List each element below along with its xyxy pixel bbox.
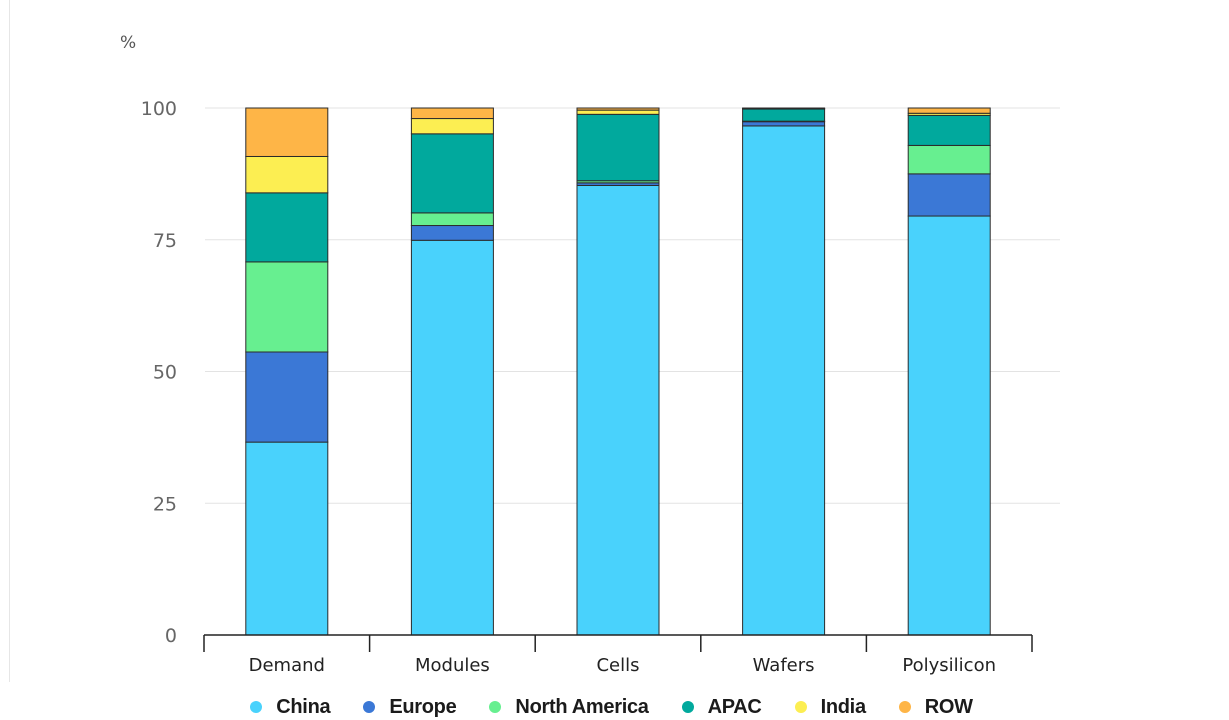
legend-swatch <box>250 701 263 713</box>
legend-swatch <box>489 701 502 713</box>
bar-segment <box>907 215 991 636</box>
legend-label: ROW <box>924 695 973 718</box>
bar-segment <box>245 192 329 263</box>
bar-segment <box>410 107 494 120</box>
x-tick-label: Cells <box>596 655 639 676</box>
y-tick-label: 100 <box>141 98 177 120</box>
bar-segment <box>410 225 494 241</box>
bar-segment <box>907 114 991 146</box>
y-tick-label: 0 <box>165 625 177 647</box>
left-border-line <box>9 0 10 682</box>
bar-segment <box>742 121 826 127</box>
y-tick-label: 75 <box>153 230 177 252</box>
x-tick-label: Polysilicon <box>902 655 996 676</box>
bar-segment <box>742 125 826 636</box>
bar-segment <box>410 212 494 227</box>
legend-swatch <box>681 701 694 713</box>
legend-item: APAC <box>681 695 762 719</box>
legend-item: ROW <box>898 695 973 719</box>
legend-label: China <box>276 695 331 718</box>
x-tick-label: Wafers <box>753 655 815 676</box>
legend-label: North America <box>515 695 649 718</box>
legend-item: India <box>794 695 866 719</box>
legend-swatch <box>363 701 376 713</box>
x-axis: Demand Modules Cells Wafers Polysilicon <box>203 634 1033 676</box>
legend-label: APAC <box>707 695 762 718</box>
legend-swatch <box>794 701 807 713</box>
bar-segment <box>742 107 826 110</box>
y-axis-ticks: 0 25 50 75 100 <box>141 98 177 647</box>
bars <box>245 107 991 636</box>
legend-item: North America <box>489 695 649 719</box>
legend-label: Europe <box>389 695 457 718</box>
x-tick-label: Demand <box>249 655 325 676</box>
legend-item: Europe <box>363 695 457 719</box>
legend-swatch <box>898 701 911 713</box>
y-tick-label: 25 <box>153 493 177 515</box>
bar-segment <box>576 113 660 182</box>
bar-segment <box>410 239 494 636</box>
bar-segment <box>245 107 329 157</box>
bar-segment <box>245 155 329 194</box>
bar-segment <box>410 133 494 214</box>
bar-segment <box>907 107 991 114</box>
bar-segment <box>245 441 329 636</box>
bar-segment <box>245 261 329 353</box>
y-tick-label: 50 <box>153 362 177 384</box>
bar-segment <box>907 173 991 217</box>
bar-segment <box>907 144 991 175</box>
bar-segment <box>410 118 494 135</box>
y-unit-label: % <box>120 33 136 53</box>
legend-item: China <box>250 695 331 719</box>
legend-label: India <box>820 695 866 718</box>
bar-segment <box>576 184 660 636</box>
bar-segment <box>245 351 329 443</box>
legend: China Europe North America APAC India ROW <box>0 694 1229 720</box>
bar-segment <box>576 109 660 115</box>
bar-segment <box>576 107 660 111</box>
bar-segment <box>742 108 826 122</box>
x-tick-label: Modules <box>415 655 490 676</box>
